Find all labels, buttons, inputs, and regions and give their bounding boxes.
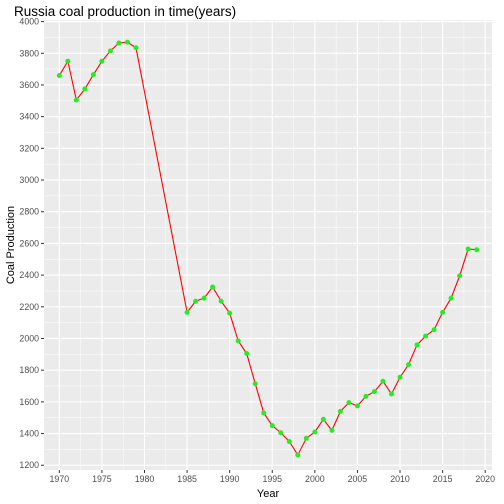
data-point [124,39,130,45]
y-tick-label: 1200 [19,460,39,470]
data-point [90,72,96,78]
data-point [346,400,352,406]
x-tick-label: 2020 [475,474,495,484]
y-tick-label: 3600 [19,80,39,90]
data-point [133,45,139,51]
data-point [252,381,258,387]
series-points [56,39,480,458]
data-point [380,378,386,384]
chart-title: Russia coal production in time(years) [14,4,236,19]
data-point [423,333,429,339]
data-point [235,338,241,344]
data-point [414,342,420,348]
data-point [448,295,454,301]
x-tick-label: 1970 [50,474,70,484]
data-point [278,430,284,436]
data-point [474,247,480,253]
data-point [371,389,377,395]
data-point [56,72,62,78]
data-point [73,97,79,103]
data-point [261,410,267,416]
x-tick-label: 2015 [433,474,453,484]
y-tick-label: 2200 [19,302,39,312]
data-point [354,403,360,409]
y-tick-label: 3000 [19,175,39,185]
data-point [210,284,216,290]
y-tick-label: 1400 [19,429,39,439]
x-tick-label: 2010 [390,474,410,484]
data-point [303,435,309,441]
data-point [312,429,318,435]
x-tick-label: 2000 [305,474,325,484]
data-point [337,408,343,414]
data-point [99,58,105,64]
data-point [431,327,437,333]
data-point [227,310,233,316]
data-point [184,309,190,315]
grid-minor [44,20,492,470]
y-tick-label: 3200 [19,143,39,153]
data-point [295,452,301,458]
y-tick-label: 2800 [19,207,39,217]
data-point [201,295,207,301]
grid-major [44,20,492,470]
y-tick-label: 3800 [19,48,39,58]
x-tick-label: 1990 [220,474,240,484]
data-point [82,86,88,92]
data-point [397,374,403,380]
y-tick-label: 2400 [19,270,39,280]
y-axis-label: Coal Production [5,206,17,284]
y-tick-label: 4000 [19,17,39,27]
y-tick-label: 1600 [19,397,39,407]
data-point [286,438,292,444]
y-axis-ticks: 1200 1400 1600 1800 2000 2200 2400 2600 2800 3000… [19,17,44,470]
data-point [107,48,113,54]
data-point [440,309,446,315]
data-point [329,427,335,433]
y-tick-label: 3400 [19,112,39,122]
y-tick-label: 2600 [19,238,39,248]
data-point [116,40,122,46]
data-point [363,393,369,399]
data-point [457,273,463,279]
data-point [320,416,326,422]
x-tick-label: 2005 [348,474,368,484]
data-point [388,391,394,397]
data-point [406,362,412,368]
data-point [218,298,224,304]
y-tick-label: 1800 [19,365,39,375]
data-point [465,246,471,252]
x-axis-ticks: 1970 1975 1980 1985 1990 1995 2000 2005 2010 2015… [50,470,495,484]
y-tick-label: 2000 [19,333,39,343]
data-point [269,423,275,429]
x-tick-label: 1975 [92,474,112,484]
x-tick-label: 1985 [177,474,197,484]
x-axis-label: Year [257,488,280,500]
data-point [193,298,199,304]
data-point [65,58,71,64]
data-point [244,351,250,357]
plot-panel [44,20,492,470]
x-tick-label: 1995 [262,474,282,484]
x-tick-label: 1980 [135,474,155,484]
